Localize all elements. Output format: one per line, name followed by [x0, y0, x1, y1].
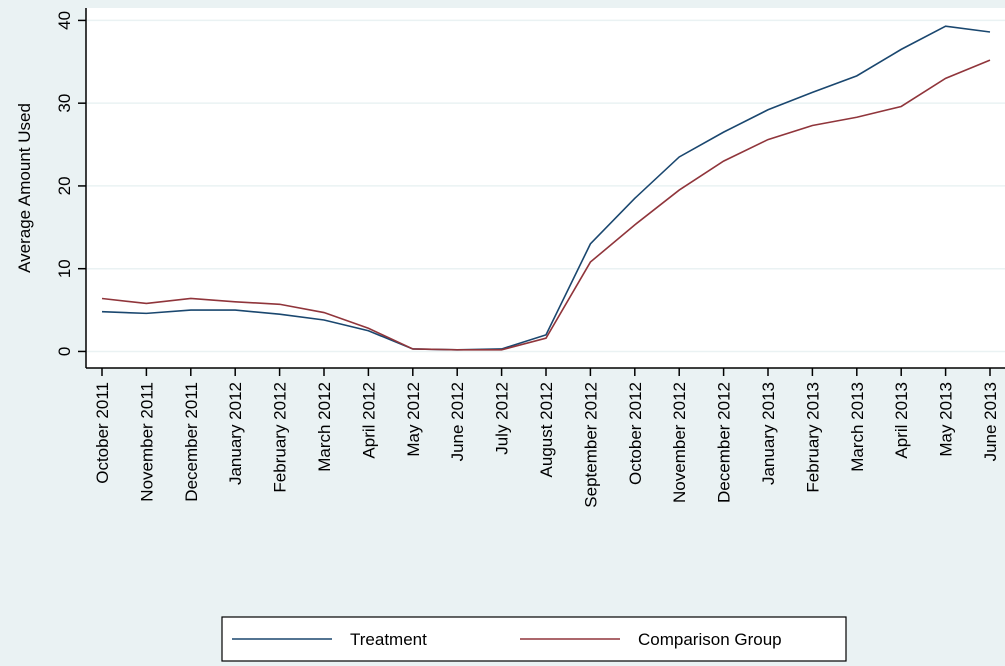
x-tick-label: August 2012	[537, 382, 556, 477]
x-tick-label: May 2013	[937, 382, 956, 457]
x-tick-label: March 2013	[848, 382, 867, 472]
plot-area	[86, 8, 1005, 368]
legend-label: Treatment	[350, 630, 427, 649]
x-tick-label: November 2011	[137, 382, 156, 502]
x-tick-label: April 2012	[359, 382, 378, 459]
x-tick-label: April 2013	[892, 382, 911, 459]
x-tick-label: September 2012	[581, 382, 600, 508]
x-tick-label: June 2013	[981, 382, 1000, 461]
y-axis-label: Average Amount Used	[15, 103, 34, 273]
x-tick-label: October 2011	[93, 382, 112, 484]
x-tick-label: February 2012	[271, 382, 290, 493]
x-tick-label: January 2013	[759, 382, 778, 485]
x-tick-label: July 2012	[493, 382, 512, 455]
x-tick-label: October 2012	[626, 382, 645, 485]
x-tick-label: January 2012	[226, 382, 245, 485]
x-tick-label: June 2012	[448, 382, 467, 461]
x-tick-label: May 2012	[404, 382, 423, 457]
x-tick-label: February 2013	[803, 382, 822, 493]
y-tick-label: 0	[55, 347, 74, 356]
y-tick-label: 20	[55, 176, 74, 195]
y-tick-label: 40	[55, 11, 74, 30]
series-line	[101, 59, 991, 351]
x-tick-label: March 2012	[315, 382, 334, 472]
y-tick-label: 30	[55, 94, 74, 113]
y-tick-label: 10	[55, 259, 74, 278]
x-tick-label: November 2012	[670, 382, 689, 503]
series-line	[101, 25, 991, 351]
legend-label: Comparison Group	[638, 630, 782, 649]
x-tick-label: December 2012	[715, 382, 734, 503]
x-tick-label: December 2011	[182, 382, 201, 502]
